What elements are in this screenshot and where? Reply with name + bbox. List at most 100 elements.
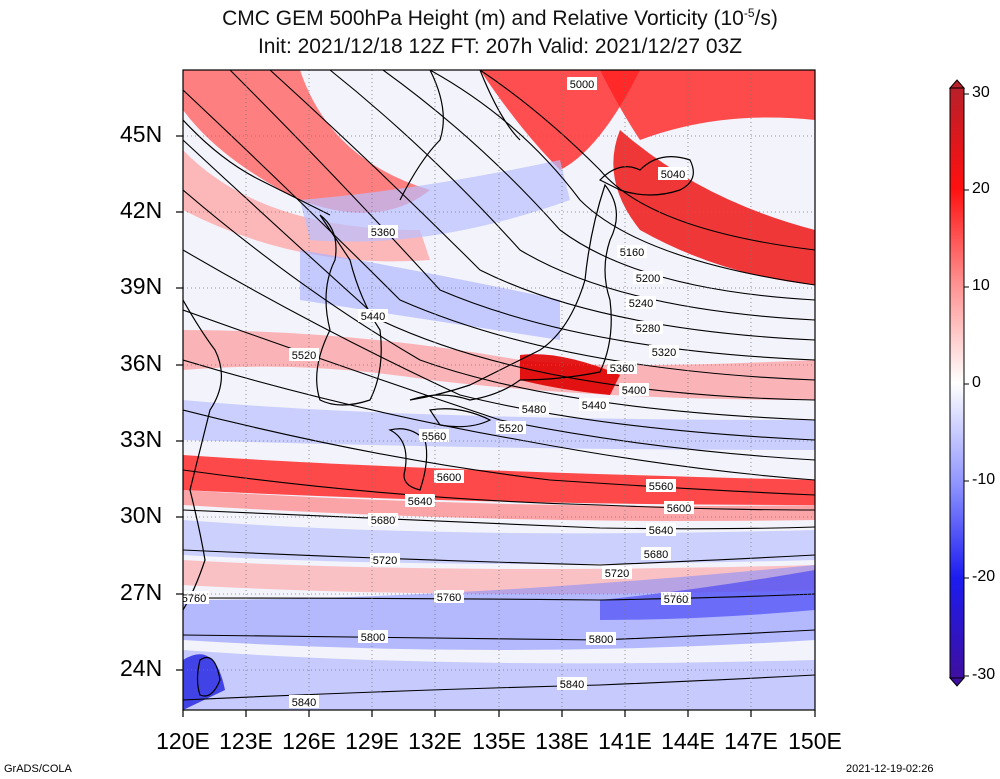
lon-label: 135E [472, 728, 526, 754]
contour-label: 5320 [652, 347, 676, 359]
height-contour-line [429, 70, 815, 286]
contour-label: 5440 [582, 400, 606, 412]
lon-label: 120E [156, 728, 210, 754]
lon-label: 138E [535, 728, 589, 754]
contour-label: 5640 [408, 496, 432, 508]
contour-label-bg [617, 245, 647, 258]
contour-label: 5840 [560, 679, 584, 691]
contour-label: 5560 [422, 431, 446, 443]
height-contour-line [183, 309, 815, 461]
vort-band-blue-s5 [183, 650, 815, 710]
contour-label: 5360 [371, 227, 395, 239]
contour-label-bg [579, 398, 609, 411]
contour-label: 5560 [649, 481, 673, 493]
lat-label: 30N [120, 502, 163, 528]
shikoku-coast [428, 408, 492, 428]
height-contour-line [382, 70, 815, 301]
height-contour-line [269, 70, 815, 341]
chart-title-line2: Init: 2021/12/18 12Z FT: 207h Valid: 202… [257, 35, 743, 58]
contour-label-bg [183, 591, 209, 604]
footer-left: GrADS/COLA [4, 763, 72, 775]
contour-label-bg [368, 513, 398, 526]
contour-label-bg [368, 225, 398, 238]
contour-label-bg [567, 77, 597, 90]
contour-label-bg [496, 421, 526, 434]
contour-label: 5680 [644, 549, 668, 561]
contour-label-bg [519, 402, 549, 415]
colorbar-label: -30 [972, 666, 996, 683]
height-contour-line [183, 359, 815, 481]
plot-area: 5000 5040 5160 5200 5240 5280 5320 5360 5360 5400… [182, 70, 815, 710]
lat-label: 45N [120, 121, 163, 147]
height-contour-line [183, 139, 815, 401]
height-contour-line [183, 89, 815, 381]
footer-right: 2021-12-19-02:26 [846, 763, 934, 775]
lon-label: 147E [724, 728, 778, 754]
lat-label: 39N [120, 273, 163, 299]
vort-band-n [480, 70, 640, 170]
colorbar-bottom-arrow [948, 677, 966, 687]
vort-core-honshu [520, 354, 620, 395]
colorbar-label: -20 [972, 568, 996, 585]
contour-label: 5680 [371, 515, 395, 527]
height-contour-line [329, 70, 815, 321]
contour-label: 5440 [361, 311, 385, 323]
colorbar-top-arrow [948, 79, 966, 89]
contour-label: 5160 [620, 247, 644, 259]
contour-labels: 5000 5040 5160 5200 5240 5280 5320 5360 5360 5400… [182, 77, 694, 709]
height-contour-line [479, 70, 815, 251]
contour-label-bg [419, 429, 449, 442]
height-contour-line [183, 549, 815, 566]
lon-label: 132E [408, 728, 462, 754]
contour-label-bg [289, 695, 319, 708]
contour-label-bg [626, 296, 656, 309]
vort-band-nw [183, 70, 430, 213]
colorbar-label: -10 [972, 471, 996, 488]
lon-label: 150E [788, 728, 842, 754]
contour-label: 5360 [610, 363, 634, 375]
vort-band-blue-s4 [183, 565, 815, 650]
contour-label: 5240 [629, 298, 653, 310]
colorbar-label: 20 [972, 180, 990, 197]
height-contour-line [183, 249, 815, 441]
contour-label-bg [358, 309, 388, 322]
contour-label-bg [602, 566, 632, 579]
contour-label-bg [641, 547, 671, 560]
chart-title-line1: CMC GEM 500hPa Height (m) and Relative V… [222, 6, 778, 30]
vort-band-blue-mid [300, 250, 560, 340]
height-contour-line [183, 189, 815, 421]
contour-label: 5040 [661, 169, 685, 181]
coastlines [183, 70, 694, 697]
colorbar [948, 79, 969, 687]
contour-label-bg [405, 494, 435, 507]
height-contour-line [183, 409, 815, 496]
height-contours [183, 70, 815, 701]
contour-label: 5800 [361, 632, 385, 644]
colorbar-label: 30 [972, 84, 990, 101]
contour-label: 5760 [182, 593, 206, 605]
contour-label-bg [649, 345, 679, 358]
contour-label: 5520 [499, 423, 523, 435]
vort-band-blue-n [300, 160, 570, 242]
contour-label-bg [619, 383, 649, 396]
contour-label: 5480 [522, 404, 546, 416]
contour-label: 5600 [437, 472, 461, 484]
height-contour-line [183, 593, 815, 601]
vort-band-jet [183, 455, 815, 505]
contour-label-bg [646, 523, 676, 536]
contour-label: 5400 [622, 385, 646, 397]
lon-label: 129E [345, 728, 399, 754]
contour-label: 5760 [664, 594, 688, 606]
contour-label-bg [557, 677, 587, 690]
contour-label-bg [658, 167, 688, 180]
colorbar-bar [949, 87, 965, 679]
colorbar-label: 10 [972, 277, 990, 294]
contour-label-bg [434, 590, 464, 603]
contour-label: 5640 [649, 525, 673, 537]
lon-label: 144E [661, 728, 715, 754]
korea-coast [316, 214, 382, 406]
contour-label: 5760 [437, 592, 461, 604]
height-contour-line [183, 629, 815, 641]
vort-band-ne [600, 70, 815, 140]
